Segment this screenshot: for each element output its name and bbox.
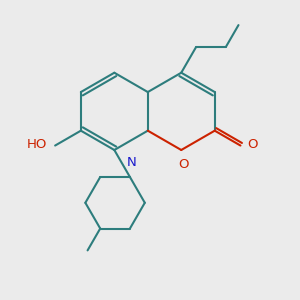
- Text: N: N: [127, 156, 136, 169]
- Text: HO: HO: [26, 138, 47, 151]
- Text: O: O: [178, 158, 189, 171]
- Text: O: O: [247, 138, 257, 151]
